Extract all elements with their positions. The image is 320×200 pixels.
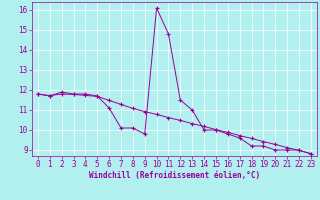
X-axis label: Windchill (Refroidissement éolien,°C): Windchill (Refroidissement éolien,°C) [89, 171, 260, 180]
